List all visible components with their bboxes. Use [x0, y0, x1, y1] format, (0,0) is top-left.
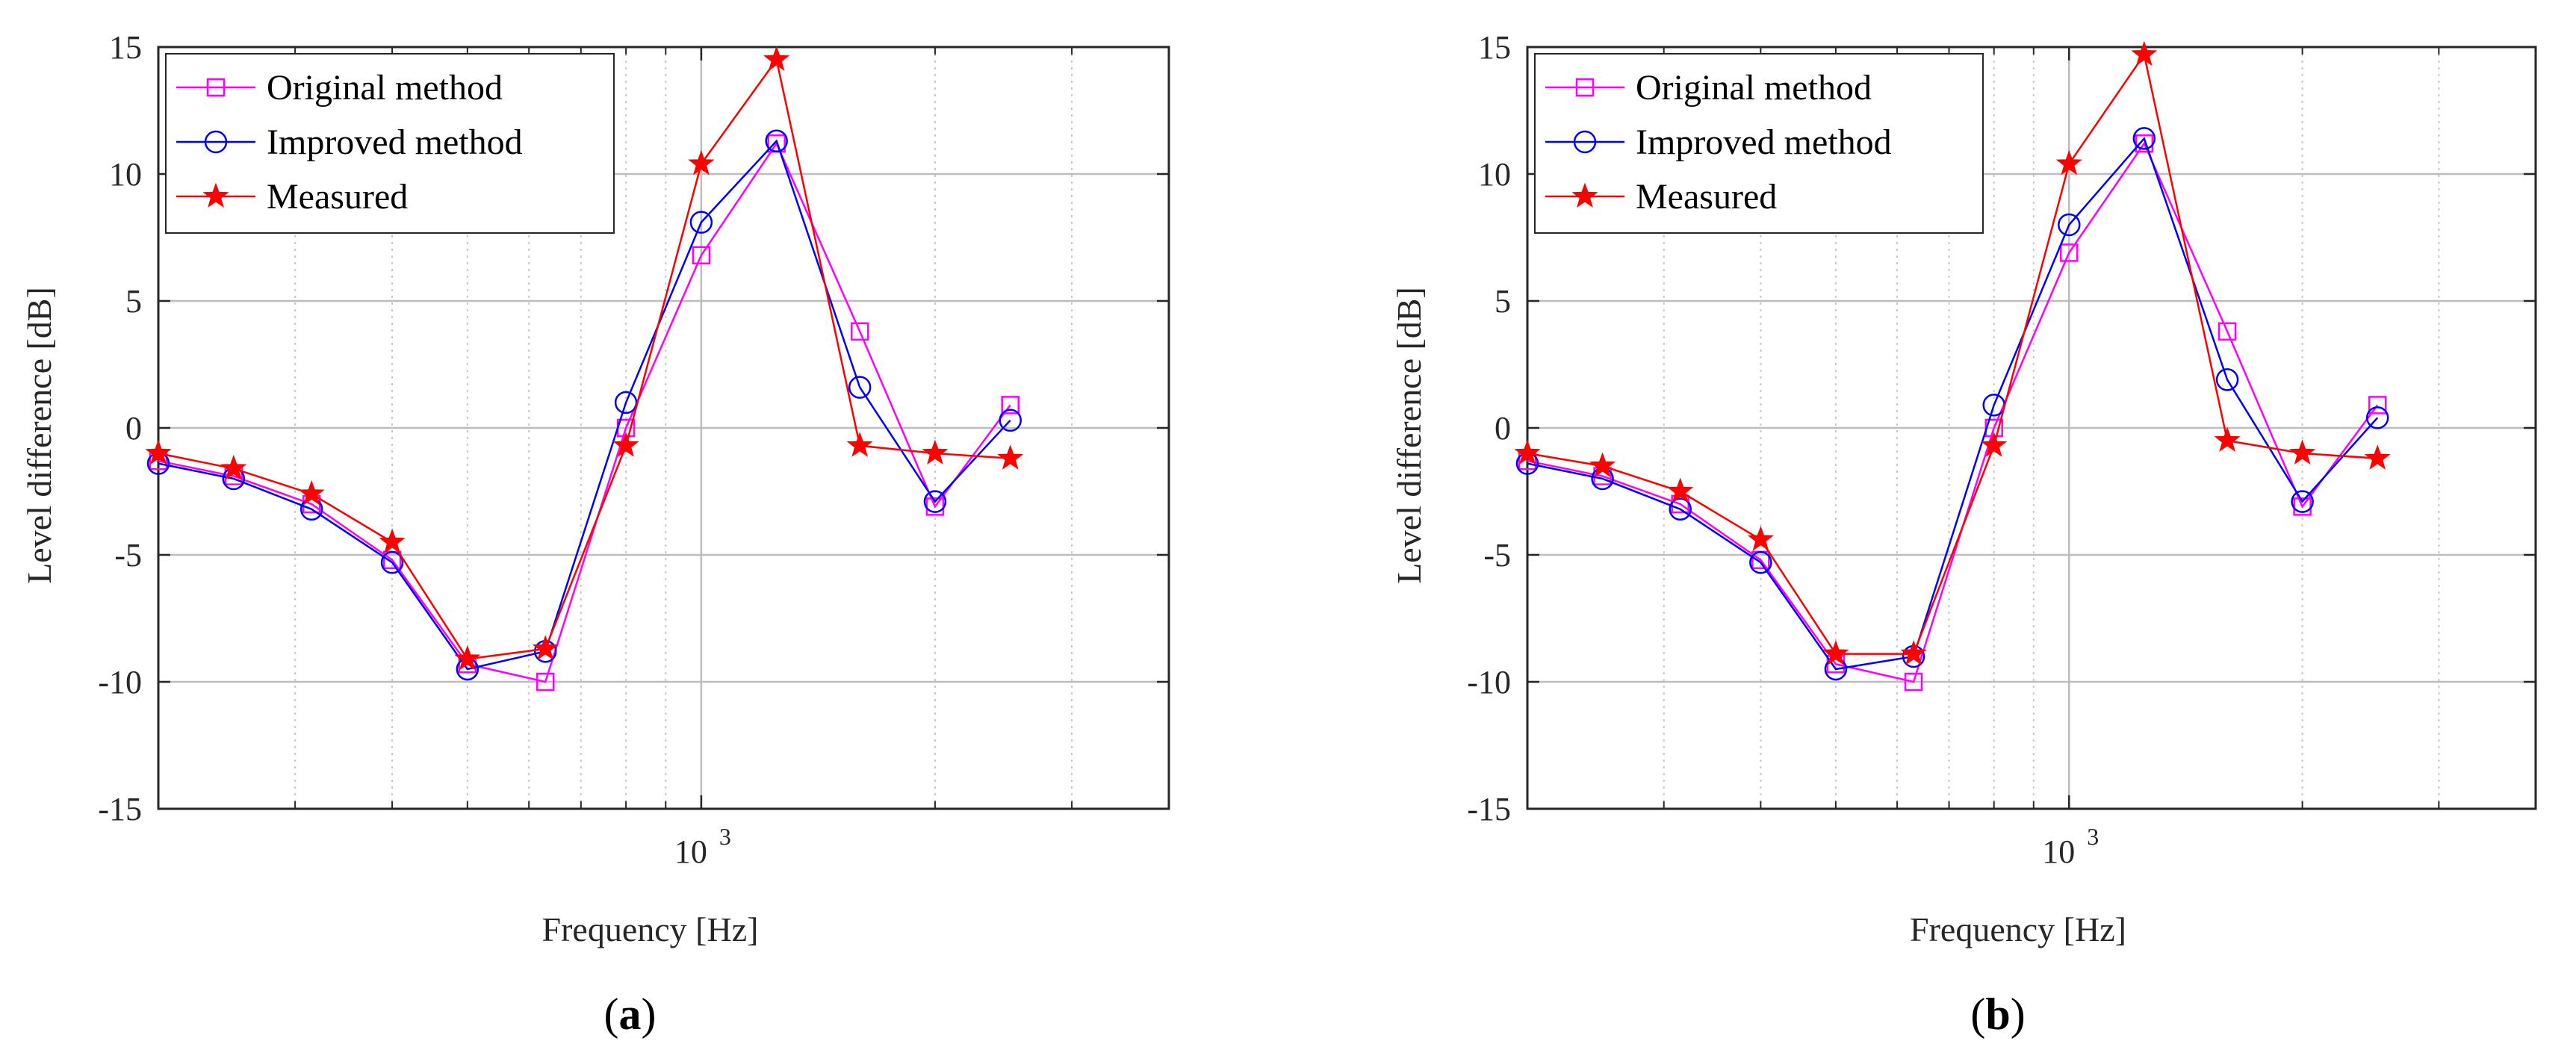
data-point [846, 432, 873, 457]
x-axis-label: Frequency [Hz] [1910, 910, 2126, 948]
axes-box [1526, 46, 2537, 810]
series-measured [1514, 40, 2391, 665]
data-point [848, 376, 872, 399]
legend-marker [1571, 182, 1598, 208]
data-point [2060, 243, 2079, 262]
data-point [997, 444, 1024, 470]
data-point [763, 46, 790, 71]
legend-box [1534, 53, 1984, 234]
chart-panel-a: 15 10 5 0 -5 -10 -15 10 3 Frequency [Hz] Level dif… [20, 29, 1170, 1039]
y-tick-label: 0 [1495, 410, 1511, 447]
data-point [2055, 149, 2082, 176]
data-point [2058, 213, 2081, 237]
series-line [158, 141, 1011, 683]
data-point [1900, 640, 1927, 665]
x-axis-label: Frequency [Hz] [542, 910, 759, 948]
legend-entry: Original method [1636, 68, 1872, 108]
x-tick-label: 10 [2042, 833, 2075, 870]
data-point [536, 672, 555, 692]
data-point [614, 391, 638, 414]
legend-entry: Measured [1636, 177, 1777, 217]
data-point [1669, 497, 1692, 521]
x-tick-exponent: 3 [719, 823, 731, 850]
data-point [2368, 396, 2387, 414]
legend-entry: Improved method [267, 122, 523, 162]
y-tick-label: -15 [1467, 791, 1511, 827]
data-point [298, 479, 325, 506]
data-point [2364, 444, 2391, 470]
data-point [2217, 322, 2237, 341]
data-point [689, 211, 713, 234]
y-tick-label: 5 [1495, 283, 1511, 320]
data-point [2291, 490, 2314, 513]
legend-marker [206, 78, 226, 97]
y-tick-label: -5 [1483, 537, 1511, 574]
data-point [532, 635, 559, 660]
y-axis-label: Level difference [dB] [20, 287, 58, 584]
data-point [380, 550, 404, 574]
data-point [1001, 396, 1019, 414]
data-point [923, 490, 947, 513]
data-point [922, 439, 949, 465]
y-tick-label: 10 [1478, 156, 1511, 193]
y-axis-label: Level difference [dB] [1390, 287, 1428, 584]
data-point [1822, 640, 1849, 665]
data-point [2365, 406, 2389, 429]
data-point [1981, 432, 2008, 457]
legend-entry: Improved method [1636, 122, 1892, 162]
data-point [1747, 526, 1774, 551]
legend-marker [1575, 78, 1595, 97]
data-point [2131, 40, 2158, 66]
y-tick-label: 5 [125, 283, 142, 320]
y-tick-label: -5 [114, 537, 142, 574]
data-point [1667, 477, 1694, 503]
y-tick-label: 0 [125, 410, 142, 447]
legend-marker [204, 130, 228, 154]
y-tick-label: 15 [1478, 29, 1511, 66]
data-point [688, 149, 715, 176]
x-tick-label: 10 [674, 833, 707, 870]
y-tick-label: -15 [98, 791, 142, 827]
panel-label: (b) [1970, 990, 2025, 1039]
data-point [2214, 426, 2241, 452]
y-tick-label: -10 [1467, 664, 1511, 701]
legend-marker [1573, 130, 1597, 154]
data-point [1904, 672, 1923, 692]
data-point [2289, 439, 2316, 465]
data-point [612, 432, 639, 457]
legend-box [165, 53, 615, 234]
axes-box [157, 46, 1170, 810]
series-measured [145, 46, 1024, 671]
legend-marker [202, 182, 229, 208]
data-point [850, 322, 869, 341]
y-tick-label: 10 [109, 156, 142, 193]
chart-panel-b: 15 10 5 0 -5 -10 -15 10 3 Frequency [Hz] Level dif… [1390, 29, 2537, 1039]
data-point [379, 528, 406, 553]
data-point [765, 129, 788, 153]
legend-entry: Original method [267, 68, 503, 108]
y-tick-label: -10 [98, 664, 142, 701]
data-point [1589, 452, 1616, 477]
data-point [145, 439, 172, 465]
series-line [158, 139, 1011, 671]
data-point [2215, 368, 2239, 391]
data-point [1514, 439, 1541, 465]
legend: Original method Improved method Measured [165, 53, 615, 234]
data-point [692, 246, 711, 265]
data-point [2132, 127, 2156, 150]
series-line [1527, 141, 2379, 683]
x-tick-exponent: 3 [2087, 823, 2099, 850]
series-line [1527, 136, 2379, 671]
data-point [1749, 550, 1772, 574]
legend-entry: Measured [267, 177, 408, 217]
data-point [220, 454, 247, 480]
y-tick-label: 15 [109, 29, 142, 66]
legend: Original method Improved method Measured [1534, 53, 1984, 234]
data-point [999, 409, 1022, 432]
data-point [454, 644, 481, 671]
panel-label: (a) [604, 990, 657, 1039]
